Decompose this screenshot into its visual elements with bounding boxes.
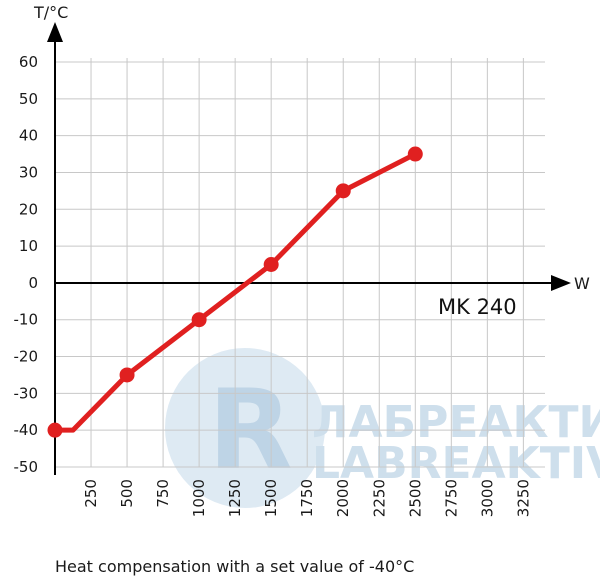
x-tick-label: 2500 [406, 479, 424, 517]
y-axis-arrow [47, 22, 63, 42]
y-tick-label: -40 [14, 421, 39, 439]
x-axis-title: W [574, 274, 590, 293]
data-point [191, 312, 207, 328]
y-tick-label: 40 [19, 127, 38, 145]
series [47, 146, 423, 438]
x-tick-label: 1500 [262, 479, 280, 517]
y-tick-labels: 60 50 40 30 20 10 0 -10 -20 -30 -40 -50 [14, 53, 39, 476]
y-tick-label: 0 [28, 274, 38, 292]
x-tick-label: 750 [154, 479, 172, 508]
x-tick-label: 1750 [298, 479, 316, 517]
y-tick-label: 30 [19, 163, 38, 181]
data-point [263, 257, 279, 272]
x-tick-label: 500 [118, 479, 136, 508]
x-tick-labels: 250 500 750 1000 1250 1500 1750 2000 2250 2500 275… [82, 479, 532, 517]
data-point [47, 422, 63, 438]
watermark-logo-circle [165, 348, 325, 508]
model-label: MK 240 [438, 295, 517, 319]
y-tick-label: 20 [19, 200, 38, 218]
x-tick-label: 2750 [442, 479, 460, 517]
y-tick-label: 10 [19, 237, 38, 255]
axes [47, 22, 571, 475]
y-tick-label: -30 [14, 384, 39, 402]
x-tick-label: 1250 [226, 479, 244, 517]
data-point [407, 146, 423, 162]
data-point [119, 367, 135, 383]
y-tick-label: -20 [14, 348, 39, 366]
x-tick-label: 3000 [478, 479, 496, 517]
watermark-line2: LABREAKTIV [312, 438, 600, 489]
x-axis-arrow [551, 275, 571, 291]
y-tick-label: -50 [14, 458, 39, 476]
watermark-line1: ЛАБРЕАКТИВ [312, 397, 600, 448]
x-tick-label: 1000 [190, 479, 208, 517]
y-axis-title: T/°C [33, 3, 68, 22]
x-tick-label: 2250 [370, 479, 388, 517]
y-tick-label: -10 [14, 311, 39, 329]
data-point [335, 183, 351, 199]
y-tick-label: 60 [19, 53, 38, 71]
x-tick-label: 250 [82, 479, 100, 508]
caption: Heat compensation with a set value of -4… [55, 557, 414, 576]
x-tick-label: 2000 [334, 479, 352, 517]
x-tick-label: 3250 [514, 479, 532, 517]
y-tick-label: 50 [19, 90, 38, 108]
